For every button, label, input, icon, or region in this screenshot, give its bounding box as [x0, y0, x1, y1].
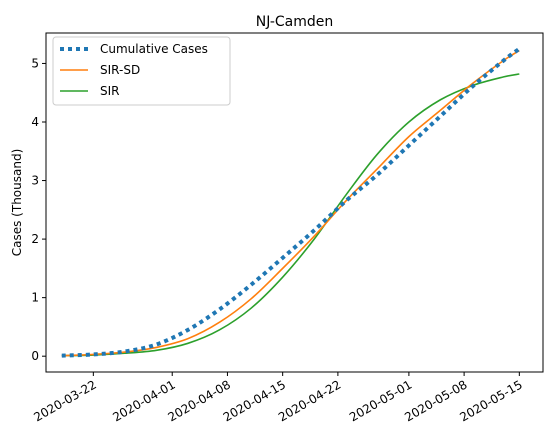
y-tick-label: 3 — [31, 174, 39, 188]
y-tick-label: 1 — [31, 291, 39, 305]
chart-title: NJ-Camden — [256, 14, 334, 30]
plot-frame — [45, 32, 544, 373]
y-tick-label: 2 — [31, 232, 39, 246]
x-tick-label: 2020-03-22 — [31, 377, 98, 424]
legend-box — [52, 36, 231, 106]
y-axis: 0 1 2 3 4 5 — [31, 56, 46, 363]
y-tick-label: 0 — [31, 349, 39, 363]
legend: Cumulative Cases SIR-SD SIR — [52, 36, 231, 106]
series-layer — [61, 47, 521, 358]
x-axis: 2020-03-22 2020-04-012020-04-082020-04-15… — [31, 372, 525, 424]
y-tick-label: 4 — [31, 115, 39, 129]
legend-label: SIR — [100, 84, 120, 98]
series-line-cumulative-cases — [61, 47, 521, 358]
x-tick-label: 2020-05-15 — [457, 377, 524, 424]
legend-label: SIR-SD — [100, 63, 140, 77]
series-line-sir-sd — [61, 49, 520, 357]
legend-label: Cumulative Cases — [100, 42, 208, 56]
y-axis-label: Cases (Thousand) — [10, 149, 24, 257]
series-line-sir — [61, 73, 520, 357]
y-tick-label: 5 — [31, 56, 39, 70]
x-tick-label: 2020-04-22 — [276, 377, 343, 424]
